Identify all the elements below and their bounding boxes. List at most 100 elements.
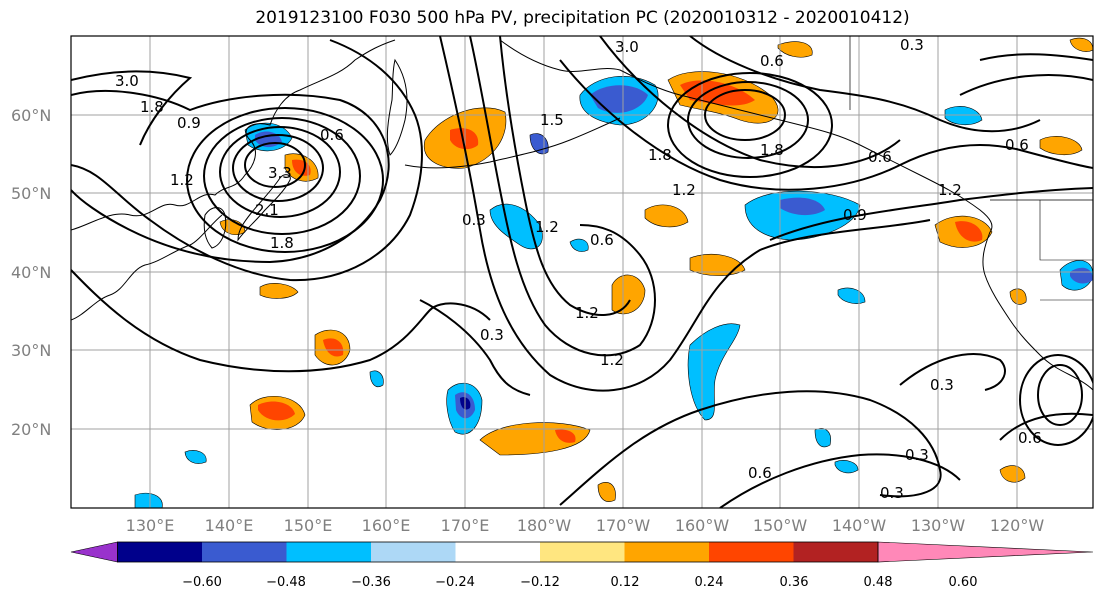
contour-label: 1.2 (938, 181, 962, 199)
lat-label: 40°N (11, 263, 51, 282)
pv-contour (186, 107, 384, 253)
precip-positive-patch (258, 401, 295, 421)
precip-negative-patch (369, 370, 384, 388)
lon-label: 120°W (990, 516, 1045, 535)
precip-negative-patch (569, 238, 589, 252)
contour-label: 1.8 (648, 146, 672, 164)
pv-contour (599, 36, 901, 169)
colorbar-segment (455, 542, 541, 562)
pv-contour (219, 126, 341, 218)
contour-label: 1.8 (760, 141, 784, 159)
lon-label: 160°E (362, 516, 411, 535)
pv-contour (687, 81, 809, 159)
latitude-labels: 60°N 50°N 40°N 30°N 20°N (11, 106, 51, 439)
contour-label: 0.6 (590, 231, 614, 249)
pv-contour (439, 36, 931, 392)
pv-contour (1019, 354, 1093, 446)
contour-label: 2.1 (255, 201, 279, 219)
colorbar-tick-label: −0.36 (351, 575, 391, 590)
precip-positive-patch (323, 338, 344, 357)
gridlines (71, 36, 1093, 508)
kamchatka-coastline (386, 58, 408, 156)
precip-positive-patch (777, 41, 813, 58)
lat-label: 60°N (11, 106, 51, 125)
north-america-coastline (982, 231, 1093, 391)
precip-shading (134, 37, 1093, 508)
precip-positive-patch (1069, 37, 1093, 52)
contour-label: 0.6 (320, 126, 344, 144)
contour-label: 0.6 (1005, 136, 1029, 154)
pv-contour (203, 117, 361, 235)
coastlines (71, 36, 1093, 391)
longitude-labels: 130°E 140°E 150°E 160°E 170°E 180°W 170°… (126, 516, 1045, 535)
lat-label: 20°N (11, 420, 51, 439)
lon-label: 130°E (126, 516, 175, 535)
colorbar-extend-min (70, 541, 118, 563)
contour-label: 0.6 (1018, 429, 1042, 447)
asia-coastline (71, 39, 396, 231)
contour-label: 0.3 (462, 211, 486, 229)
pv-contour (469, 36, 656, 357)
pv-contour (71, 39, 423, 282)
lon-label: 170°E (441, 516, 490, 535)
contour-label: 1.8 (140, 98, 164, 116)
precip-negative-patch (834, 460, 859, 474)
pv-contour (719, 453, 961, 508)
precip-positive-patch (955, 221, 983, 242)
map-title: 2019123100 F030 500 hPa PV, precipitatio… (255, 8, 910, 28)
pv-contour (559, 59, 1093, 191)
pv-contours (71, 36, 1093, 508)
alaska-coastline (499, 39, 993, 233)
aleutian-chain (404, 117, 621, 169)
map-frame (70, 35, 1094, 509)
contour-label: 1.2 (575, 304, 599, 322)
lat-label: 50°N (11, 184, 51, 203)
contour-label: 3.3 (268, 164, 292, 182)
precip-positive-patch (689, 253, 746, 276)
contour-label: 0.3 (905, 446, 929, 464)
pv-contour (999, 412, 1093, 441)
precip-positive-patch (259, 283, 299, 299)
contour-label: 3.0 (115, 72, 139, 90)
map-area: 3.0 1.8 0.9 1.2 0.6 3.3 2.1 1.8 0.3 1.5 … (71, 36, 1093, 508)
pv-contour (667, 72, 833, 178)
pv-contour (769, 187, 1093, 241)
contour-label: 0.3 (480, 326, 504, 344)
contour-label: 0.6 (760, 52, 784, 70)
contour-label: 1.2 (535, 218, 559, 236)
colorbar-tick-labels: −0.60 −0.48 −0.36 −0.24 −0.12 0.12 0.24 … (182, 575, 977, 590)
contour-label: 1.5 (540, 111, 564, 129)
contour-label: 0.3 (880, 484, 904, 502)
colorbar-tick-label: 0.60 (949, 575, 978, 590)
contour-label: 0.3 (900, 36, 924, 54)
colorbar-segment (624, 542, 710, 562)
precip-negative-patch (184, 450, 207, 464)
precip-positive-patch (555, 429, 576, 443)
precip-positive-patch (450, 128, 479, 150)
contour-label: 0.9 (843, 206, 867, 224)
pv-contour (232, 134, 324, 202)
contour-label: 0.6 (748, 464, 772, 482)
colorbar-segment (540, 542, 625, 562)
pv-contour (704, 89, 786, 141)
precip-negative-patch (489, 203, 543, 250)
contour-label: 1.8 (270, 234, 294, 252)
colorbar-tick-label: 0.12 (611, 575, 640, 590)
pv-contour (419, 299, 531, 396)
us-border (1039, 200, 1093, 301)
precip-positive-patch (597, 481, 616, 502)
precip-positive-patch (611, 274, 646, 315)
lon-label: 160°W (675, 516, 730, 535)
precip-negative-patch (744, 190, 861, 241)
colorbar-tick-label: 0.24 (695, 575, 724, 590)
colorbar-frame (117, 541, 879, 563)
colorbar-tick-label: −0.24 (435, 575, 475, 590)
colorbar-extend-max (877, 541, 1094, 563)
precip-negative-patch (780, 197, 825, 216)
pv-contour (1037, 364, 1083, 426)
contour-label: 3.0 (615, 38, 639, 56)
precip-negative-patch (590, 85, 648, 113)
pv-contour (959, 74, 1093, 96)
lon-label: 140°E (205, 516, 254, 535)
